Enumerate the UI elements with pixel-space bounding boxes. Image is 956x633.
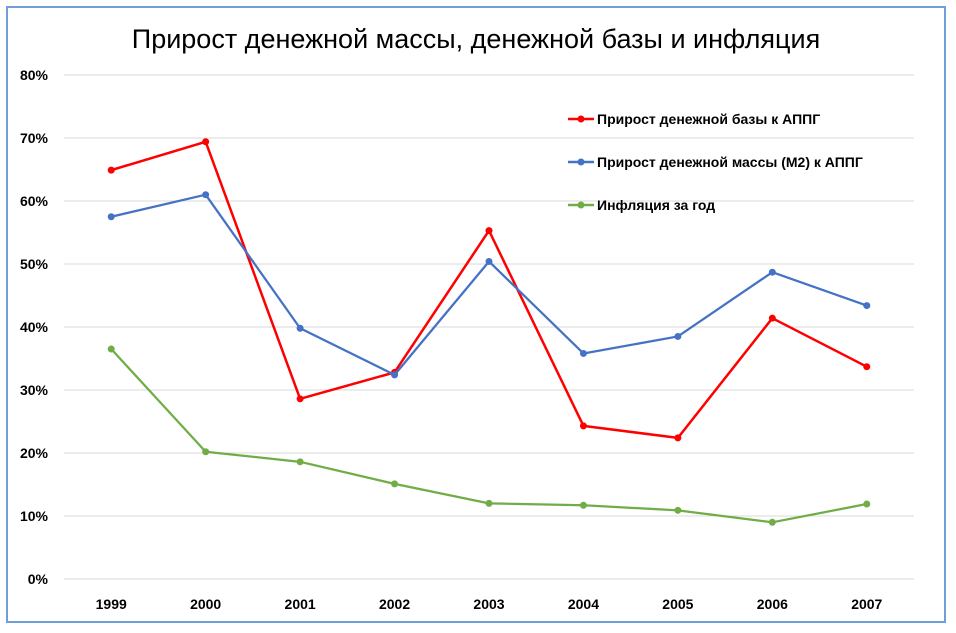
data-point bbox=[768, 518, 776, 526]
data-point bbox=[485, 227, 493, 235]
data-point bbox=[674, 506, 682, 514]
data-point bbox=[485, 257, 493, 265]
legend-item: Прирост денежной массы (М2) к АППГ bbox=[568, 154, 863, 170]
series-2 bbox=[107, 191, 871, 379]
data-point bbox=[296, 458, 304, 466]
data-point bbox=[863, 302, 871, 310]
series-line bbox=[110, 348, 867, 524]
series-line bbox=[110, 140, 868, 440]
series-line bbox=[110, 193, 868, 377]
y-tick-label: 20% bbox=[20, 445, 49, 461]
y-tick-label: 40% bbox=[20, 319, 49, 335]
legend-label: Инфляция за год bbox=[597, 197, 715, 213]
series-3 bbox=[107, 345, 871, 526]
data-point bbox=[579, 349, 587, 357]
data-point bbox=[674, 434, 682, 442]
data-point bbox=[579, 422, 587, 430]
data-point bbox=[863, 363, 871, 371]
data-point bbox=[579, 501, 587, 509]
y-tick-label: 50% bbox=[20, 256, 49, 272]
data-point bbox=[768, 314, 776, 322]
x-tick-label: 1999 bbox=[96, 596, 127, 612]
data-point bbox=[485, 499, 493, 507]
x-tick-label: 2007 bbox=[851, 596, 882, 612]
x-axis: 1999 2000 2001 2002 2003 2004 2005 2006 2007 bbox=[96, 596, 883, 612]
data-point bbox=[391, 480, 399, 488]
data-point bbox=[202, 191, 210, 199]
data-point bbox=[107, 213, 115, 221]
series-1 bbox=[107, 138, 871, 442]
data-point bbox=[863, 500, 871, 508]
x-tick-label: 2001 bbox=[285, 596, 316, 612]
legend-marker bbox=[577, 201, 585, 209]
y-tick-label: 30% bbox=[20, 382, 49, 398]
data-point bbox=[768, 268, 776, 276]
legend-item: Инфляция за год bbox=[568, 197, 715, 213]
y-tick-label: 70% bbox=[20, 130, 49, 146]
series-group bbox=[107, 138, 871, 526]
data-point bbox=[391, 371, 399, 379]
chart-frame bbox=[6, 6, 946, 623]
data-point bbox=[202, 138, 210, 146]
x-tick-label: 2006 bbox=[757, 596, 788, 612]
x-tick-label: 2000 bbox=[190, 596, 221, 612]
data-point bbox=[107, 166, 115, 174]
y-tick-label: 10% bbox=[20, 508, 49, 524]
data-point bbox=[202, 448, 210, 456]
x-tick-label: 2002 bbox=[379, 596, 410, 612]
y-axis: 0% 10% 20% 30% 40% 50% 60% 70% 80% bbox=[20, 67, 49, 587]
legend-marker bbox=[577, 158, 585, 166]
legend: Прирост денежной базы к АППГ Прирост дене… bbox=[568, 111, 863, 213]
legend-label: Прирост денежной базы к АППГ bbox=[597, 111, 820, 127]
legend-label: Прирост денежной массы (М2) к АППГ bbox=[597, 154, 863, 170]
x-tick-label: 2004 bbox=[568, 596, 599, 612]
data-point bbox=[296, 395, 304, 403]
y-tick-label: 80% bbox=[20, 67, 49, 83]
legend-marker bbox=[577, 115, 585, 123]
data-point bbox=[296, 324, 304, 332]
legend-item: Прирост денежной базы к АППГ bbox=[568, 111, 820, 127]
y-tick-label: 60% bbox=[20, 193, 49, 209]
x-tick-label: 2005 bbox=[662, 596, 693, 612]
y-tick-label: 0% bbox=[28, 571, 49, 587]
x-tick-label: 2003 bbox=[473, 596, 504, 612]
data-point bbox=[107, 345, 115, 353]
data-point bbox=[674, 332, 682, 340]
chart-title: Прирост денежной массы, денежной базы и … bbox=[132, 24, 820, 54]
